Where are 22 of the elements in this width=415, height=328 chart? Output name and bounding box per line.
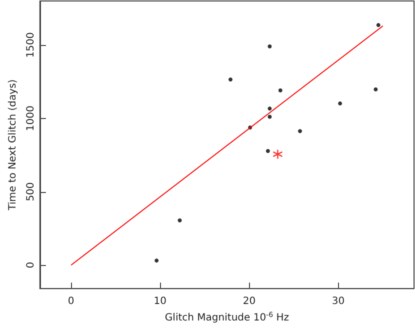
point bbox=[272, 149, 283, 160]
point bbox=[268, 106, 272, 111]
point bbox=[268, 114, 272, 119]
point bbox=[374, 87, 378, 92]
point bbox=[268, 44, 272, 48]
x-tick-label: 0 bbox=[68, 296, 74, 308]
x-tick-label: 20 bbox=[242, 296, 256, 308]
x-tick-label: 10 bbox=[154, 296, 167, 308]
point bbox=[178, 218, 182, 222]
point bbox=[228, 78, 233, 82]
y-tick-label: 1500 bbox=[25, 32, 36, 58]
point bbox=[298, 129, 302, 134]
point bbox=[278, 88, 282, 92]
y-tick-label: 500 bbox=[25, 182, 36, 202]
point bbox=[154, 258, 159, 263]
point bbox=[266, 148, 270, 153]
point bbox=[376, 23, 380, 28]
y-tick-label: 0 bbox=[25, 262, 36, 268]
point bbox=[338, 101, 342, 106]
x-tick-label: 30 bbox=[332, 296, 345, 308]
y-axis-title: Time to Next Glitch (days) bbox=[8, 79, 18, 212]
y-tick-label: 1000 bbox=[25, 106, 36, 132]
